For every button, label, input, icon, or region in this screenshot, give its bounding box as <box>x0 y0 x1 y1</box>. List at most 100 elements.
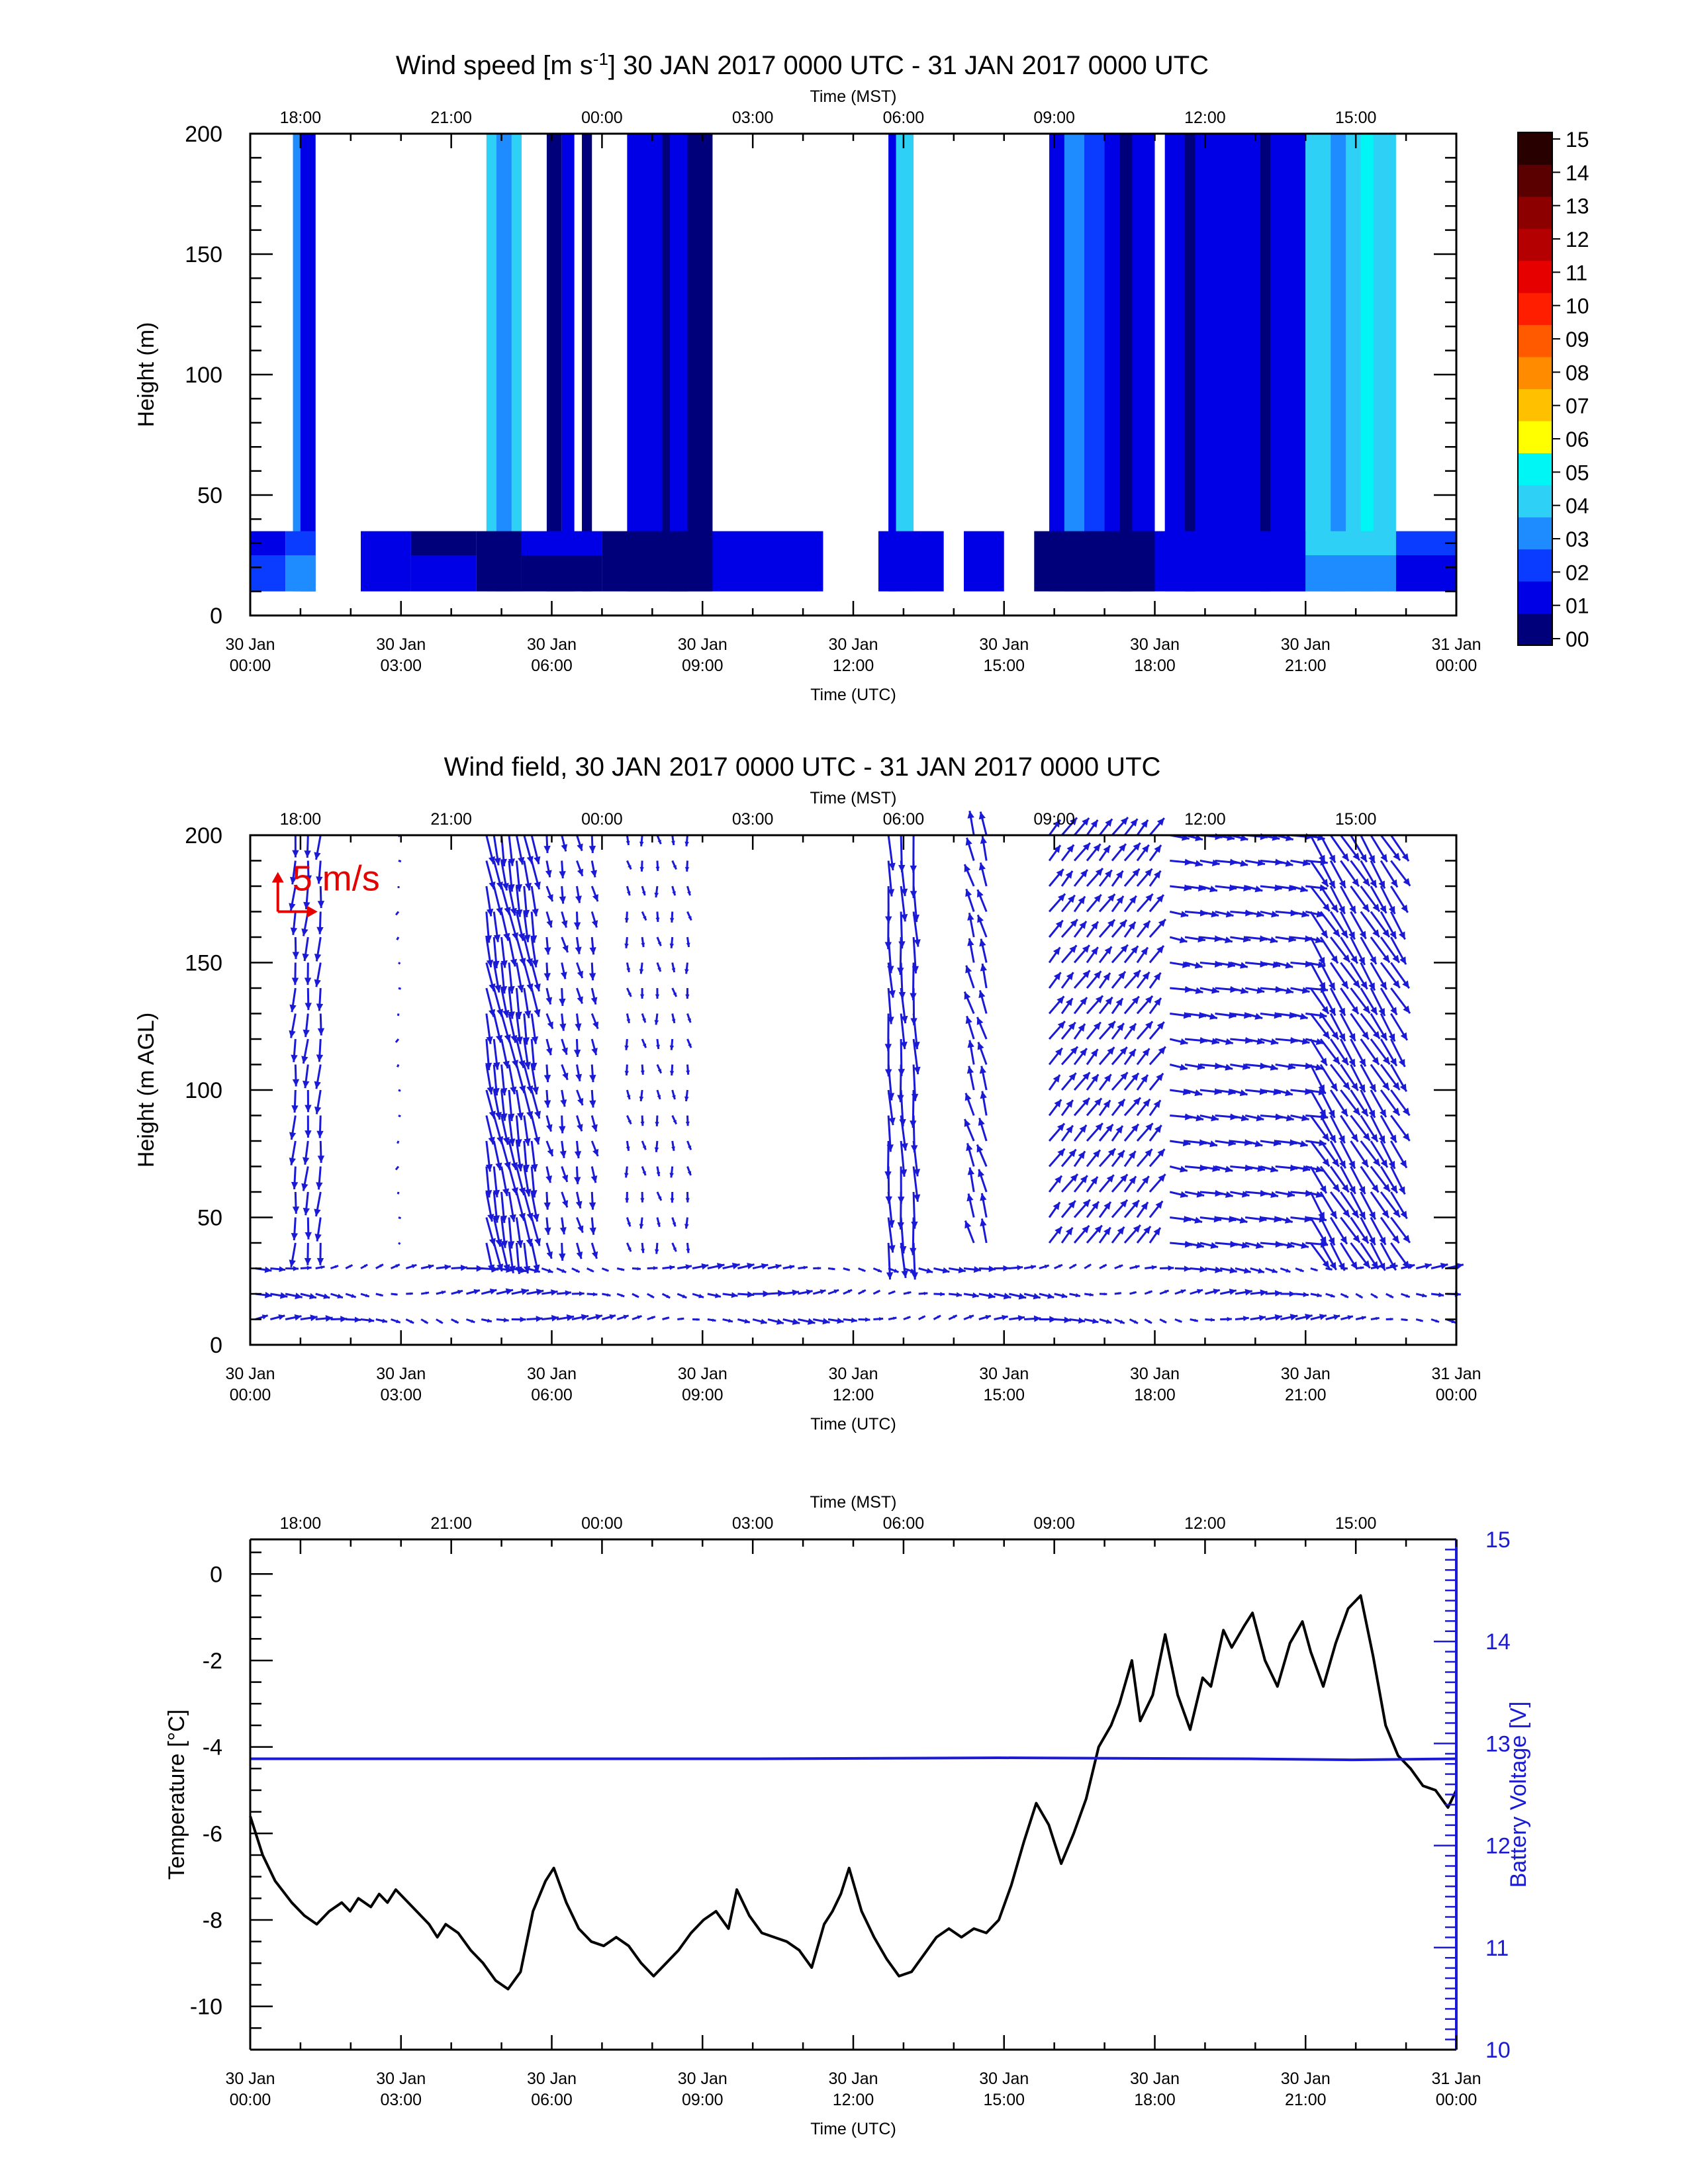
wind-vector-head <box>625 1198 630 1203</box>
wind-vector <box>1340 1293 1349 1298</box>
wind-vector <box>500 962 508 994</box>
wind-vector-head <box>1362 1031 1369 1040</box>
wind-vector-head <box>1285 962 1293 969</box>
wind-vector-head <box>1103 1100 1111 1109</box>
wind-vector <box>390 1263 400 1269</box>
wind-vector-head <box>656 1171 661 1177</box>
wind-vector-head <box>1370 1007 1378 1015</box>
wind-vector-head <box>641 891 646 895</box>
wind-vector-head <box>639 841 644 846</box>
wind-vector <box>315 1265 325 1269</box>
wind-vector-head <box>562 1072 569 1080</box>
wind-vector-head <box>1315 1038 1324 1045</box>
wind-vector-head <box>516 1163 524 1171</box>
wind-vector-head <box>530 935 538 943</box>
vector-utc-tick-label: 30 Jan <box>376 1365 426 1383</box>
wind-vector <box>1048 946 1061 964</box>
wind-vector <box>654 886 659 898</box>
wind-vector <box>1329 1242 1346 1271</box>
wind-vector <box>1149 1124 1162 1142</box>
wind-vector <box>782 1318 800 1326</box>
wind-vector <box>685 987 690 999</box>
wind-vector-head <box>518 856 525 865</box>
colorbar-label: 04 <box>1566 494 1589 518</box>
wind-vector-head <box>898 1069 906 1077</box>
wind-vector-head <box>642 1043 647 1048</box>
wind-vector <box>1370 1140 1389 1168</box>
wind-vector-head <box>1095 1123 1103 1131</box>
wind-vector <box>1230 884 1251 892</box>
wind-vector <box>707 1318 716 1322</box>
speed-y-tick-label: 100 <box>185 363 222 388</box>
wind-vector <box>466 1289 481 1295</box>
wind-vector <box>1111 1150 1125 1167</box>
wind-vector-head <box>508 1138 516 1146</box>
wind-vector-head <box>1061 1293 1068 1298</box>
wind-vector <box>1244 885 1263 893</box>
wind-vector-head <box>862 1268 866 1272</box>
speed-x-axis-title: Time (UTC) <box>810 686 896 704</box>
speed-column-cell <box>1119 134 1133 592</box>
wind-vector <box>496 1288 514 1295</box>
wind-vector <box>1244 1115 1264 1122</box>
wind-vector-head <box>673 865 677 870</box>
wind-vector <box>1290 987 1310 994</box>
speed-title: Wind speed [m s-1] 30 JAN 2017 0000 UTC … <box>396 49 1209 80</box>
wind-vector <box>1149 1200 1164 1218</box>
wind-vector-head <box>696 1318 700 1321</box>
wind-vector-head <box>1107 919 1115 928</box>
wind-vector <box>873 1317 884 1321</box>
wind-vector <box>1068 1263 1077 1269</box>
wind-vector-head <box>301 1183 308 1191</box>
wind-vector-head <box>320 1265 325 1269</box>
wind-vector <box>543 835 551 854</box>
wind-vector-head <box>1145 868 1152 877</box>
wind-vector <box>375 1293 383 1297</box>
bottom-x2-axis-title: Time (MST) <box>810 1493 897 1512</box>
wind-vector-head <box>1370 1134 1378 1142</box>
wind-vector-head <box>1118 971 1126 979</box>
wind-vector <box>1319 1115 1337 1144</box>
wind-vector <box>420 1291 430 1295</box>
wind-vector-head <box>1344 1267 1348 1270</box>
wind-vector-head <box>396 913 398 915</box>
wind-vector <box>1390 1191 1408 1220</box>
wind-vector-head <box>1402 1260 1409 1269</box>
wind-vector <box>589 936 596 955</box>
wind-vector <box>545 886 554 902</box>
wind-vector <box>1310 1267 1318 1272</box>
wind-vector-head <box>493 934 501 942</box>
wind-vector <box>1199 1088 1222 1095</box>
wind-vector-head <box>1070 919 1078 927</box>
wind-vector-head <box>1330 1293 1335 1298</box>
wind-vector <box>451 1318 459 1324</box>
wind-vector <box>1319 911 1341 938</box>
wind-vector <box>1073 842 1091 862</box>
wind-vector <box>1340 1013 1356 1042</box>
wind-vector <box>1305 1038 1324 1045</box>
wind-vector <box>898 911 906 949</box>
wind-vector <box>1149 1173 1166 1193</box>
wind-vector-head <box>876 1291 880 1294</box>
wind-vector-head <box>1179 936 1188 944</box>
wind-vector-head <box>657 967 661 972</box>
wind-vector-head <box>1117 1099 1125 1107</box>
wind-vector <box>300 1293 317 1300</box>
wind-vector <box>1199 1013 1218 1020</box>
wind-vector-head <box>687 891 691 896</box>
wind-vector-head <box>301 928 308 936</box>
wind-vector <box>1319 1064 1338 1092</box>
wind-vector <box>1380 1191 1401 1218</box>
wind-vector <box>641 886 646 896</box>
wind-vector-head <box>1213 1289 1220 1295</box>
temp-y-tick-label: -6 <box>203 1821 222 1846</box>
wind-vector-head <box>1338 880 1346 888</box>
wind-vector <box>782 1265 795 1269</box>
wind-vector <box>812 1289 826 1295</box>
wind-vector <box>624 1038 629 1050</box>
wind-vector <box>886 1115 894 1152</box>
wind-vector <box>1215 1088 1236 1096</box>
wind-vector-head <box>1405 1318 1408 1322</box>
wind-vector <box>1086 893 1102 913</box>
wind-vector <box>641 1038 647 1048</box>
